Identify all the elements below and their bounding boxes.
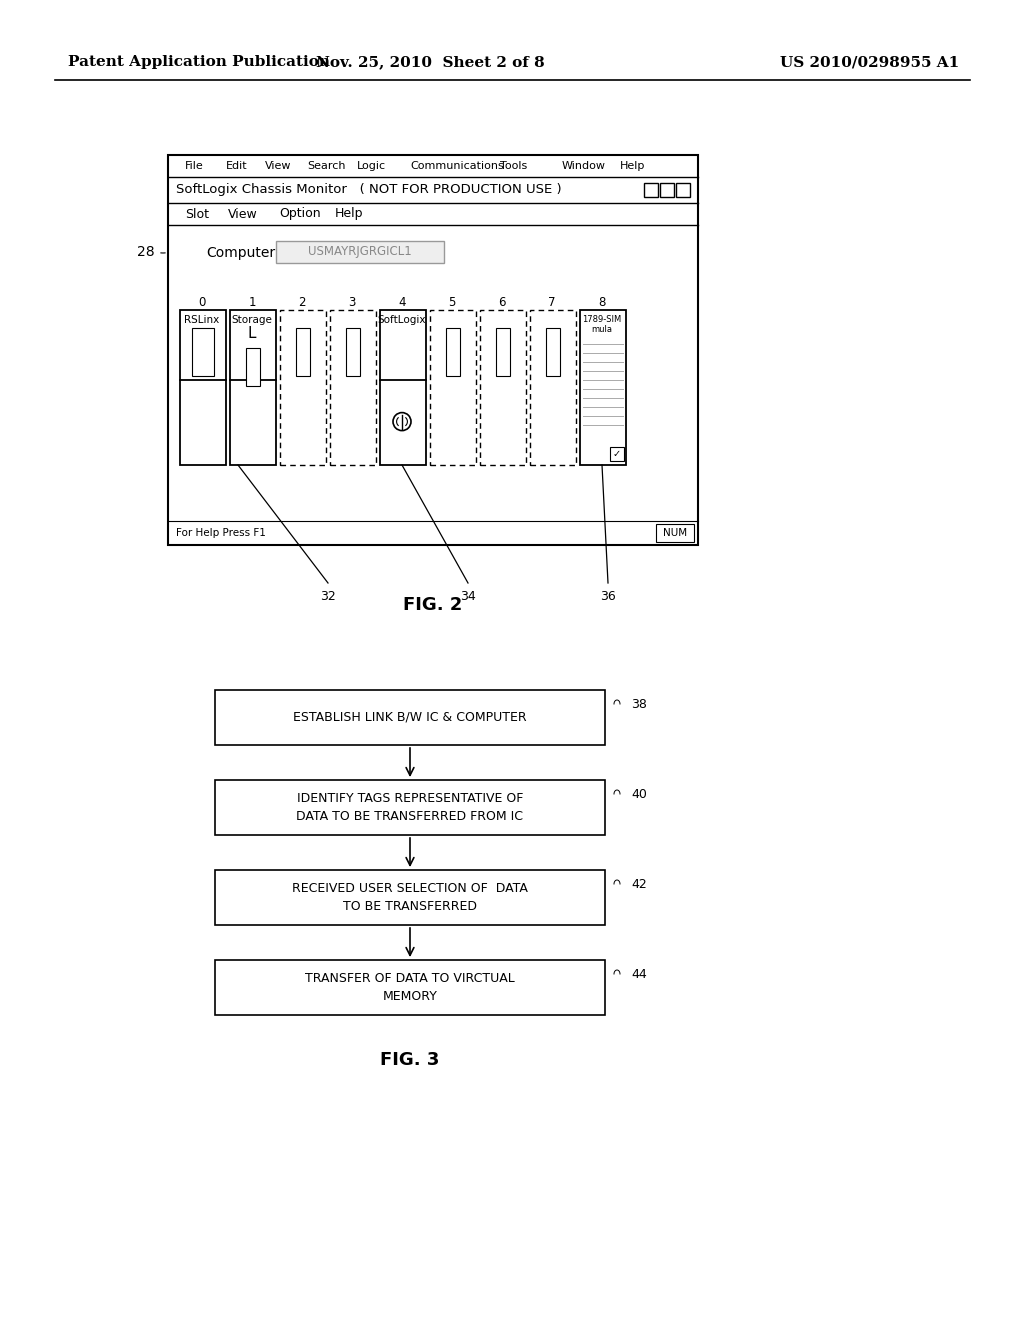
Text: Window: Window bbox=[562, 161, 606, 172]
Bar bbox=[480, 310, 526, 465]
Text: 1: 1 bbox=[248, 296, 256, 309]
Text: ESTABLISH LINK B/W IC & COMPUTER: ESTABLISH LINK B/W IC & COMPUTER bbox=[293, 711, 526, 723]
Text: 7: 7 bbox=[548, 296, 556, 309]
Bar bbox=[660, 183, 674, 197]
Text: 3: 3 bbox=[348, 296, 355, 309]
Bar bbox=[215, 780, 605, 836]
Text: 40: 40 bbox=[631, 788, 647, 800]
Text: 34: 34 bbox=[460, 590, 476, 603]
Bar bbox=[380, 310, 426, 465]
Text: Patent Application Publication: Patent Application Publication bbox=[68, 55, 330, 69]
Bar bbox=[193, 327, 214, 376]
Text: 8: 8 bbox=[598, 296, 605, 309]
Text: Slot: Slot bbox=[185, 207, 209, 220]
Text: IDENTIFY TAGS REPRESENTATIVE OF
DATA TO BE TRANSFERRED FROM IC: IDENTIFY TAGS REPRESENTATIVE OF DATA TO … bbox=[297, 792, 523, 822]
Bar bbox=[430, 310, 476, 465]
Text: Tools: Tools bbox=[500, 161, 527, 172]
Bar bbox=[644, 183, 658, 197]
Text: Help: Help bbox=[620, 161, 645, 172]
Bar bbox=[610, 447, 624, 461]
Text: 42: 42 bbox=[631, 878, 647, 891]
Bar bbox=[496, 327, 510, 376]
Text: 38: 38 bbox=[631, 697, 647, 710]
Bar bbox=[246, 348, 260, 385]
Text: ✓: ✓ bbox=[613, 449, 622, 459]
Bar bbox=[446, 327, 460, 376]
Text: 44: 44 bbox=[631, 968, 647, 981]
Text: Nov. 25, 2010  Sheet 2 of 8: Nov. 25, 2010 Sheet 2 of 8 bbox=[315, 55, 545, 69]
Text: 6: 6 bbox=[499, 296, 506, 309]
Text: 32: 32 bbox=[321, 590, 336, 603]
Text: SoftLogix Chassis Monitor   ( NOT FOR PRODUCTION USE ): SoftLogix Chassis Monitor ( NOT FOR PROD… bbox=[176, 183, 561, 197]
Text: 28: 28 bbox=[137, 246, 155, 260]
Text: TRANSFER OF DATA TO VIRCTUAL
MEMORY: TRANSFER OF DATA TO VIRCTUAL MEMORY bbox=[305, 973, 515, 1002]
Bar bbox=[676, 183, 690, 197]
Text: L: L bbox=[248, 326, 256, 342]
Bar bbox=[530, 310, 575, 465]
Text: SoftLogix: SoftLogix bbox=[378, 315, 426, 325]
Bar bbox=[230, 310, 276, 465]
Text: RSLinx: RSLinx bbox=[184, 315, 219, 325]
Text: View: View bbox=[265, 161, 292, 172]
Text: 5: 5 bbox=[449, 296, 456, 309]
Text: USMAYRJGRGICL1: USMAYRJGRGICL1 bbox=[308, 246, 412, 259]
Text: Option: Option bbox=[279, 207, 321, 220]
Text: 0: 0 bbox=[199, 296, 206, 309]
Text: FIG. 2: FIG. 2 bbox=[403, 597, 463, 614]
Text: 1789-SIM: 1789-SIM bbox=[583, 314, 622, 323]
Text: Storage: Storage bbox=[231, 315, 272, 325]
Bar bbox=[180, 310, 226, 465]
Text: US 2010/0298955 A1: US 2010/0298955 A1 bbox=[780, 55, 959, 69]
Text: For Help Press F1: For Help Press F1 bbox=[176, 528, 266, 539]
Bar bbox=[546, 327, 560, 376]
Bar bbox=[280, 310, 326, 465]
Bar bbox=[276, 242, 444, 263]
Text: FIG. 3: FIG. 3 bbox=[380, 1051, 439, 1069]
Text: RECEIVED USER SELECTION OF  DATA
TO BE TRANSFERRED: RECEIVED USER SELECTION OF DATA TO BE TR… bbox=[292, 883, 528, 912]
Bar bbox=[330, 310, 376, 465]
Text: Logic: Logic bbox=[357, 161, 386, 172]
Text: NUM: NUM bbox=[663, 528, 687, 539]
Bar bbox=[215, 690, 605, 744]
Bar bbox=[346, 327, 360, 376]
Text: Edit: Edit bbox=[226, 161, 248, 172]
Text: View: View bbox=[228, 207, 258, 220]
Bar bbox=[215, 960, 605, 1015]
Bar bbox=[580, 310, 626, 465]
Text: Computer: Computer bbox=[206, 246, 275, 260]
Bar bbox=[168, 154, 698, 545]
Bar bbox=[215, 870, 605, 925]
Text: 4: 4 bbox=[398, 296, 406, 309]
Text: 2: 2 bbox=[298, 296, 306, 309]
Text: File: File bbox=[185, 161, 204, 172]
Text: Help: Help bbox=[335, 207, 364, 220]
Text: Search: Search bbox=[307, 161, 345, 172]
Text: Communications: Communications bbox=[410, 161, 504, 172]
Bar bbox=[656, 524, 694, 543]
Text: 36: 36 bbox=[600, 590, 615, 603]
Text: mula: mula bbox=[592, 326, 612, 334]
Bar bbox=[296, 327, 310, 376]
